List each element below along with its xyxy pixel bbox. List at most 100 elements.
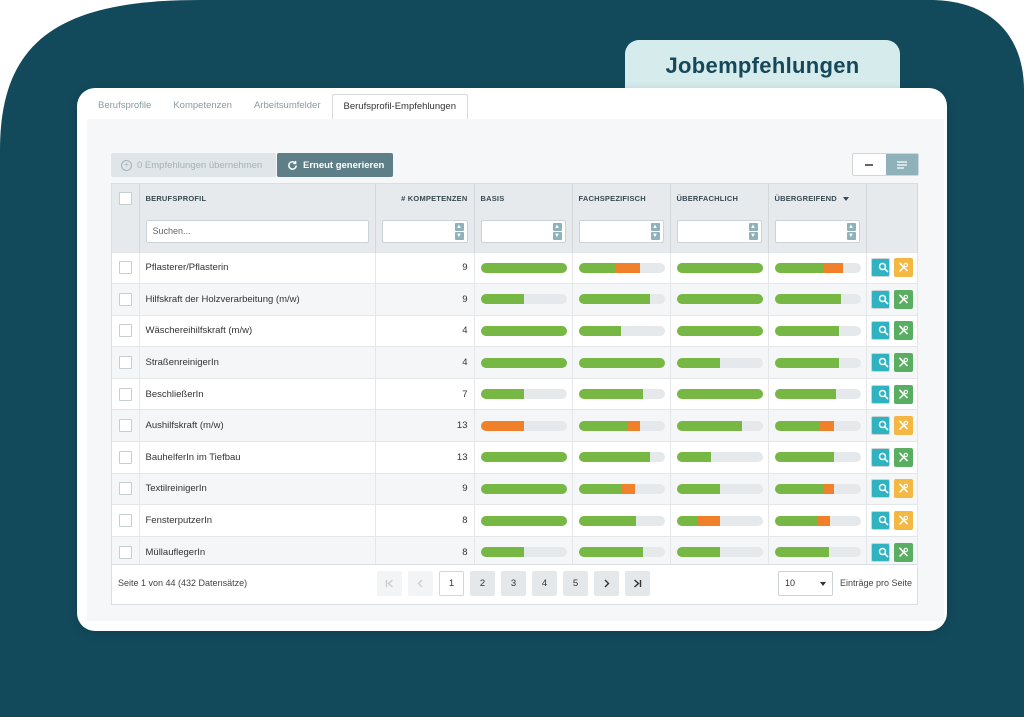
table-row[interactable]: Wäschereihilfskraft (m/w) 4	[112, 314, 918, 347]
expand-view-button[interactable]	[885, 154, 918, 175]
tab-bar: Berufsprofile Kompetenzen Arbeitsumfelder B…	[87, 94, 468, 120]
view-details-button[interactable]	[870, 479, 890, 499]
edit-tools-button[interactable]	[893, 416, 913, 436]
tab-berufsprofile[interactable]: Berufsprofile	[98, 100, 152, 111]
basis-bar-cell	[474, 346, 573, 379]
view-details-button[interactable]	[870, 511, 890, 531]
row-checkbox[interactable]	[118, 450, 132, 464]
collapse-view-button[interactable]	[853, 154, 886, 175]
row-actions	[866, 409, 918, 442]
page-button-5[interactable]: 5	[563, 571, 588, 596]
spin-down-icon[interactable]: ▼	[650, 232, 660, 241]
page-button-1[interactable]: 1	[439, 571, 464, 596]
filter-ueberfachlich-input[interactable]: ▲ ▼	[676, 220, 762, 244]
view-details-button[interactable]	[870, 542, 890, 562]
row-checkbox[interactable]	[118, 356, 132, 370]
edit-tools-button[interactable]	[893, 258, 913, 278]
spin-up-icon[interactable]: ▲	[846, 223, 856, 232]
view-details-button[interactable]	[870, 447, 890, 467]
bar-fill-green	[480, 262, 567, 273]
edit-tools-button[interactable]	[893, 542, 913, 562]
view-details-button[interactable]	[870, 353, 890, 373]
tab-kompetenzen[interactable]: Kompetenzen	[173, 100, 232, 111]
uebergreifend-bar	[774, 452, 861, 463]
table-row[interactable]: BeschließerIn 7	[112, 377, 918, 410]
edit-tools-button[interactable]	[893, 353, 913, 373]
table-row[interactable]: Aushilfskraft (m/w) 13	[112, 409, 918, 442]
filter-fachspezifisch-input[interactable]: ▲ ▼	[578, 220, 664, 244]
column-header-uebergreifend[interactable]: ÜBERGREIFEND	[768, 184, 867, 212]
regenerate-button[interactable]: Erneut generieren	[277, 153, 393, 177]
last-page-button[interactable]	[625, 571, 650, 596]
filter-uebergreifend-input[interactable]: ▲ ▼	[774, 220, 860, 244]
row-checkbox[interactable]	[118, 545, 132, 559]
accept-recommendations-button[interactable]: + 0 Empfehlungen übernehmen	[111, 153, 276, 177]
edit-tools-button[interactable]	[893, 321, 913, 341]
uebergreifend-bar	[774, 420, 861, 431]
row-checkbox[interactable]	[118, 324, 132, 338]
page-size-select[interactable]: 10	[778, 571, 833, 596]
spin-up-icon[interactable]: ▲	[650, 223, 660, 232]
fachspezifisch-bar	[578, 357, 665, 368]
row-actions	[866, 346, 918, 379]
bar-fill-green	[676, 420, 742, 431]
prev-page-button[interactable]	[408, 571, 433, 596]
view-details-button[interactable]	[870, 321, 890, 341]
edit-tools-button[interactable]	[893, 289, 913, 309]
table-row[interactable]: Hilfskraft der Holzverarbeitung (m/w) 9	[112, 283, 918, 316]
table-row[interactable]: FensterputzerIn 8	[112, 504, 918, 537]
column-header-basis[interactable]: BASIS	[474, 184, 573, 212]
regenerate-label: Erneut generieren	[303, 159, 385, 171]
list-icon	[896, 160, 907, 169]
next-page-button[interactable]	[594, 571, 619, 596]
profile-name: Hilfskraft der Holzverarbeitung (m/w)	[139, 283, 376, 316]
table-row[interactable]: TextilreinigerIn 9	[112, 472, 918, 505]
table-row[interactable]: BauhelferIn im Tiefbau 13	[112, 441, 918, 474]
uebergreifend-bar-cell	[768, 472, 867, 505]
bar-fill-orange	[627, 420, 641, 431]
bar-fill-green	[578, 452, 650, 463]
filter-kompetenzen-input[interactable]: ▲ ▼	[381, 220, 468, 244]
table-row[interactable]: Pflasterer/Pflasterin 9	[112, 251, 918, 284]
page-button-3[interactable]: 3	[501, 571, 526, 596]
table-row[interactable]: StraßenreinigerIn 4	[112, 346, 918, 379]
row-checkbox[interactable]	[118, 292, 132, 306]
view-details-button[interactable]	[870, 289, 890, 309]
column-header-fachspezifisch[interactable]: FACHSPEZIFISCH	[572, 184, 671, 212]
column-header-kompetenzen[interactable]: # KOMPETENZEN	[375, 184, 475, 212]
row-checkbox[interactable]	[118, 514, 132, 528]
view-details-button[interactable]	[870, 384, 890, 404]
first-page-button[interactable]	[377, 571, 402, 596]
chevron-left-icon	[417, 579, 423, 588]
page-button-4[interactable]: 4	[532, 571, 557, 596]
spin-down-icon[interactable]: ▼	[454, 232, 464, 241]
table-row[interactable]: MüllauflegerIn 8	[112, 535, 918, 568]
edit-tools-button[interactable]	[893, 384, 913, 404]
spin-down-icon[interactable]: ▼	[552, 232, 562, 241]
row-checkbox[interactable]	[118, 419, 132, 433]
search-input[interactable]: Suchen...	[145, 220, 369, 244]
uebergreifend-bar	[774, 357, 861, 368]
column-header-ueberfachlich[interactable]: ÜBERFACHLICH	[670, 184, 769, 212]
row-select-cell	[112, 472, 140, 505]
spin-up-icon[interactable]: ▲	[748, 223, 758, 232]
spin-up-icon[interactable]: ▲	[552, 223, 562, 232]
edit-tools-button[interactable]	[893, 511, 913, 531]
spin-up-icon[interactable]: ▲	[454, 223, 464, 232]
row-checkbox[interactable]	[118, 261, 132, 275]
page-button-2[interactable]: 2	[470, 571, 495, 596]
filter-basis-input[interactable]: ▲ ▼	[480, 220, 566, 244]
row-checkbox[interactable]	[118, 482, 132, 496]
column-header-berufsprofil[interactable]: BERUFSPROFIL	[139, 184, 376, 212]
spin-down-icon[interactable]: ▼	[846, 232, 856, 241]
select-all-checkbox[interactable]	[118, 191, 132, 205]
view-details-button[interactable]	[870, 416, 890, 436]
tab-arbeitsumfelder[interactable]: Arbeitsumfelder	[253, 100, 321, 111]
edit-tools-button[interactable]	[893, 479, 913, 499]
spin-down-icon[interactable]: ▼	[748, 232, 758, 241]
view-details-button[interactable]	[870, 258, 890, 278]
edit-tools-button[interactable]	[893, 447, 913, 467]
tab-berufsprofil-empfehlungen[interactable]: Berufsprofil-Empfehlungen	[331, 94, 468, 120]
row-checkbox[interactable]	[118, 387, 132, 401]
